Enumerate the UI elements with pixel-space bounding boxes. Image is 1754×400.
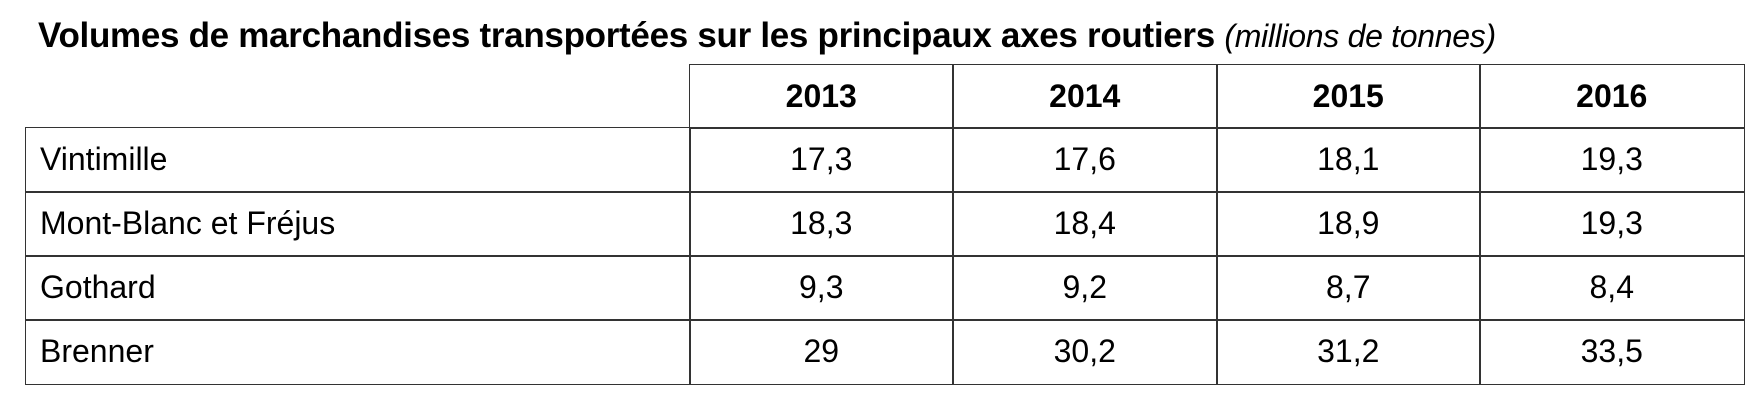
table-cell: 8,7 xyxy=(1216,255,1481,321)
row-label: Brenner xyxy=(25,319,691,385)
table-cell: 17,6 xyxy=(952,127,1218,193)
table-cell: 31,2 xyxy=(1216,319,1481,385)
row-label: Gothard xyxy=(25,255,691,321)
table-cell: 18,9 xyxy=(1216,191,1481,257)
column-header: 2016 xyxy=(1479,64,1745,129)
table-cell: 9,3 xyxy=(689,255,954,321)
title: Volumes de marchandises transportées sur… xyxy=(38,16,1496,56)
table-cell: 8,4 xyxy=(1479,255,1745,321)
table-cell: 19,3 xyxy=(1479,191,1745,257)
column-header: 2015 xyxy=(1216,64,1481,129)
table-cell: 18,1 xyxy=(1216,127,1481,193)
table-cell: 9,2 xyxy=(952,255,1218,321)
table: 2013 2014 2015 2016 Vintimille 17,3 17,6 18,1 19… xyxy=(25,64,1745,385)
table-cell: 19,3 xyxy=(1479,127,1745,193)
column-header: 2014 xyxy=(952,64,1218,129)
subtitle: (millions de tonnes) xyxy=(1224,18,1496,54)
column-header: 2013 xyxy=(689,64,954,129)
row-label: Vintimille xyxy=(25,127,691,193)
title-text: Volumes de marchandises transportées sur… xyxy=(38,16,1215,55)
table-cell: 33,5 xyxy=(1479,319,1745,385)
table-cell: 30,2 xyxy=(952,319,1218,385)
table-cell: 18,3 xyxy=(689,191,954,257)
table-cell: 17,3 xyxy=(689,127,954,193)
row-label: Mont-Blanc et Fréjus xyxy=(25,191,691,257)
table-cell: 29 xyxy=(689,319,954,385)
table-cell: 18,4 xyxy=(952,191,1218,257)
